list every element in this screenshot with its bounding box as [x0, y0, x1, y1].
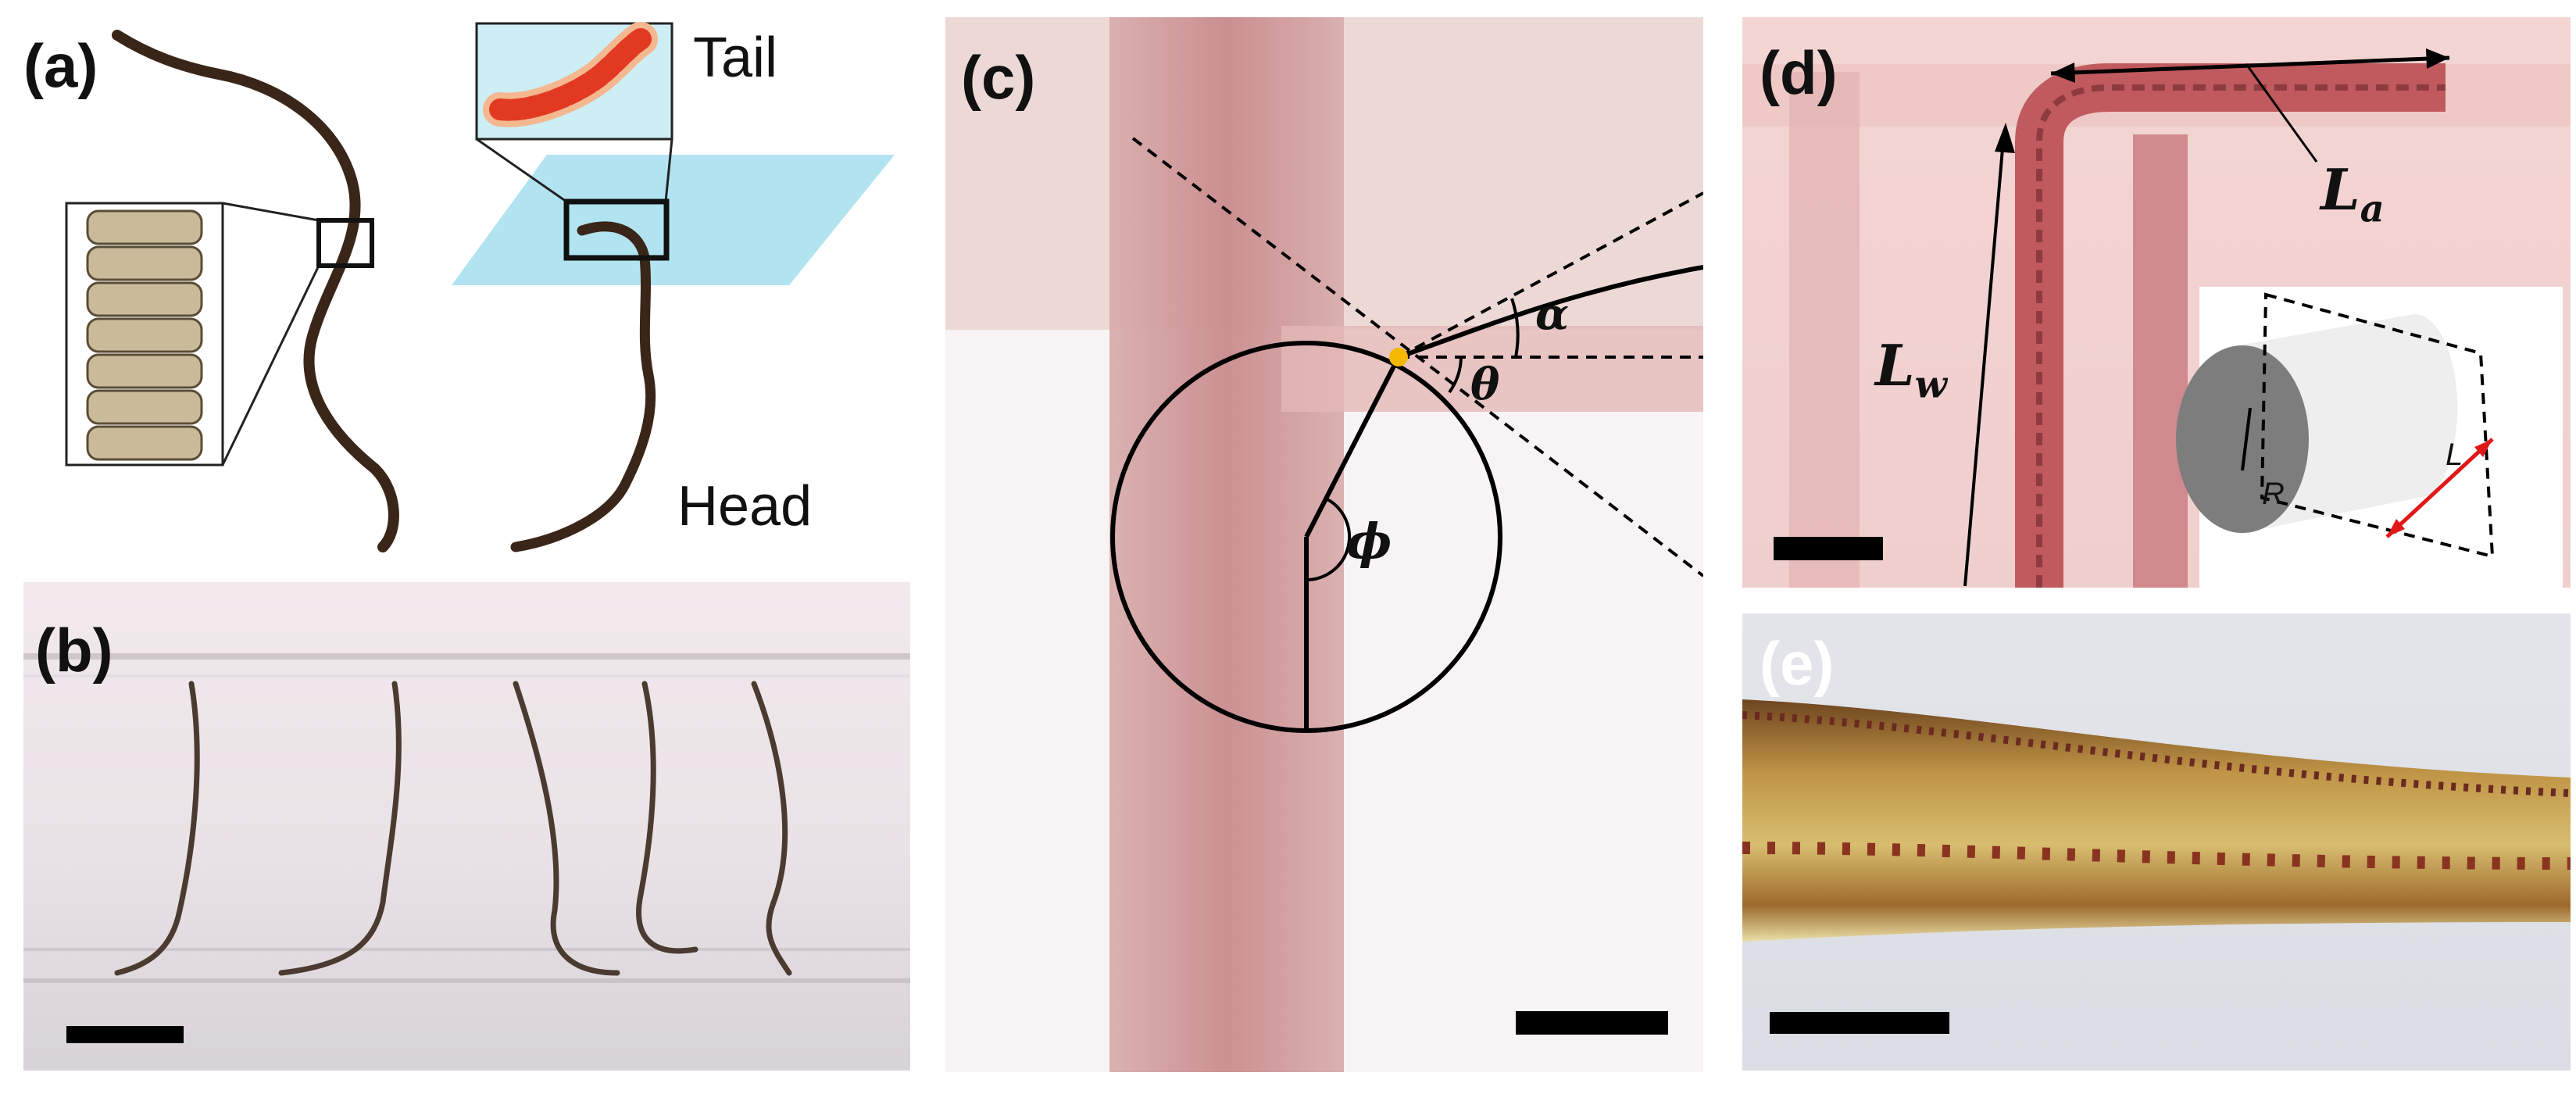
segment-inset: [65, 202, 374, 467]
panel-e-label: (e): [1760, 629, 1835, 698]
panel-a-drawing: [65, 22, 895, 552]
panel-a: (a) Tail Head: [0, 0, 914, 563]
cylinder-inset: [2176, 292, 2495, 559]
panel-c-label: (c): [961, 43, 1036, 112]
scale-bar-b: [66, 1026, 184, 1043]
head-label: Head: [677, 475, 813, 538]
panel-d-drawing: [1742, 48, 2571, 588]
meniscus-curve: [1398, 265, 1703, 359]
worm-right: [510, 221, 656, 552]
Lw-main: L: [1875, 332, 1915, 399]
worm-closeup: [1742, 699, 2571, 942]
panel-e: (e): [1742, 613, 2571, 1071]
scale-bar-d: [1774, 537, 1883, 560]
panel-c-drawing: [945, 17, 1703, 1072]
worm-left: [112, 30, 399, 552]
La-main: L: [2321, 156, 2360, 223]
alpha-label: α: [1535, 288, 1570, 340]
worm-b1: [114, 681, 200, 976]
contact-point: [1389, 348, 1408, 366]
panel-b-drawing: [23, 653, 910, 983]
panel-d-label: (d): [1760, 38, 1838, 107]
La-label: La: [2321, 162, 2385, 228]
tail-label: Tail: [693, 27, 778, 89]
Lw-label: Lw: [1875, 338, 1947, 407]
tail-inset: [475, 22, 673, 261]
worm-b3: [513, 681, 620, 976]
panel-b-label: (b): [35, 616, 113, 685]
Lw-sub: w: [1914, 363, 1947, 407]
theta-label: θ: [1470, 359, 1500, 410]
scale-bar-e: [1770, 1012, 1949, 1034]
worm-b2: [278, 681, 402, 976]
La-sub: a: [2360, 187, 2385, 231]
scale-bar-c: [1516, 1011, 1668, 1035]
panel-b: (b): [23, 582, 910, 1071]
panel-a-label: (a): [23, 31, 98, 100]
panel-d: (d) La Lw L R: [1742, 17, 2571, 588]
inset-L-label: L: [2446, 438, 2463, 472]
worm-b5: [751, 681, 792, 976]
panel-e-drawing: [1742, 699, 2571, 942]
phi-label: ϕ: [1346, 513, 1392, 570]
worm-b4: [636, 681, 698, 954]
water-plane: [452, 155, 895, 285]
inset-R-label: R: [2262, 477, 2285, 511]
panel-c: (c) α θ ϕ: [945, 17, 1703, 1072]
